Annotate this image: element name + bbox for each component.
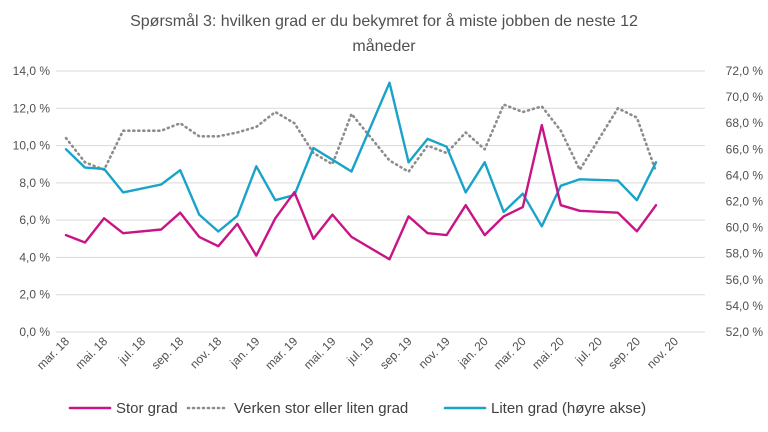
legend-label-1: Stor grad	[116, 400, 178, 417]
left-axis-ticks: 0,0 % 2,0 % 4,0 % 6,0 % 8,0 % 10,0 % 12,0 % 14,…	[13, 64, 51, 339]
left-tick-label: 12,0 %	[13, 101, 51, 115]
right-axis-ticks: 52,0 % 54,0 % 56,0 % 58,0 % 60,0 % 62,0 % 64,0…	[726, 64, 764, 339]
left-tick-label: 14,0 %	[13, 64, 51, 78]
x-tick-label: jan. 20	[455, 334, 491, 370]
legend: Stor grad Verken stor eller liten grad Lit…	[68, 400, 646, 417]
x-tick-label: jan. 19	[226, 334, 262, 370]
right-tick-label: 56,0 %	[726, 273, 764, 287]
series-line-2	[64, 103, 658, 173]
x-tick-label: jul. 20	[572, 334, 605, 367]
x-tick-label: mar. 20	[491, 334, 529, 372]
left-tick-label: 0,0 %	[19, 325, 50, 339]
right-tick-label: 52,0 %	[726, 325, 764, 339]
series-line-3	[64, 81, 658, 233]
x-tick-label: sep. 19	[377, 334, 415, 372]
chart-title-line-1: Spørsmål 3: hvilken grad er du bekymret …	[130, 12, 638, 30]
left-tick-label: 2,0 %	[19, 288, 50, 302]
right-tick-label: 66,0 %	[726, 142, 764, 156]
legend-label-3: Liten grad (høyre akse)	[491, 400, 646, 417]
right-tick-label: 62,0 %	[726, 195, 764, 209]
right-tick-label: 68,0 %	[726, 116, 764, 130]
left-tick-label: 10,0 %	[13, 139, 51, 153]
x-tick-label: mai. 19	[301, 334, 339, 372]
chart-title-line-2: måneder	[352, 37, 416, 55]
x-tick-label: mai. 20	[529, 334, 567, 372]
series-lines	[64, 81, 658, 261]
left-tick-label: 6,0 %	[19, 213, 50, 227]
x-tick-label: mar. 18	[34, 334, 72, 372]
x-tick-label: jul. 19	[343, 334, 376, 367]
right-tick-label: 60,0 %	[726, 221, 764, 235]
x-axis-ticks: mar. 18 mai. 18 jul. 18 sep. 18 nov. 18 jan. …	[34, 334, 681, 372]
x-tick-label: jul. 18	[115, 334, 148, 367]
x-tick-label: sep. 18	[149, 334, 187, 372]
gridlines	[56, 70, 705, 333]
x-tick-label: nov. 19	[416, 334, 453, 371]
x-tick-label: mar. 19	[262, 334, 300, 372]
series-line-1	[64, 123, 658, 261]
legend-label-2: Verken stor eller liten grad	[234, 400, 408, 417]
right-tick-label: 54,0 %	[726, 299, 764, 313]
x-tick-label: sep. 20	[605, 334, 643, 372]
x-tick-label: nov. 20	[644, 334, 681, 371]
x-tick-label: mai. 18	[72, 334, 110, 372]
left-tick-label: 4,0 %	[19, 250, 50, 264]
x-tick-label: nov. 18	[187, 334, 224, 371]
right-tick-label: 64,0 %	[726, 168, 764, 182]
right-tick-label: 72,0 %	[726, 64, 764, 78]
left-tick-label: 8,0 %	[19, 176, 50, 190]
right-tick-label: 58,0 %	[726, 247, 764, 261]
right-tick-label: 70,0 %	[726, 90, 764, 104]
